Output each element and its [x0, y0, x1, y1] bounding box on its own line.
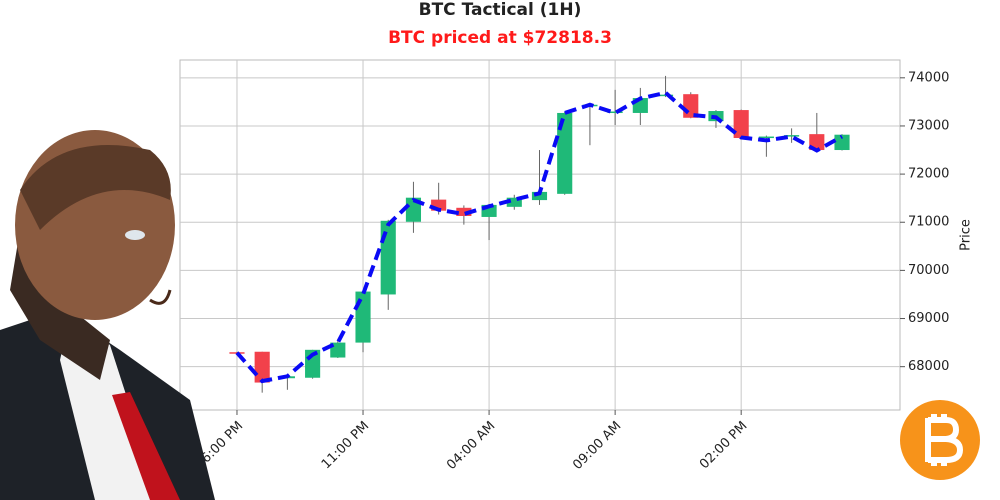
y-tick-label: 74000	[908, 70, 949, 85]
candle-body	[758, 136, 774, 139]
person-illustration	[0, 130, 215, 500]
x-tick-label: 02:00 PM	[697, 419, 750, 472]
y-tick-label: 70000	[908, 263, 949, 278]
candle-body	[809, 134, 825, 151]
y-axis-label: Price	[959, 219, 974, 251]
candle-body	[531, 191, 548, 201]
candle-body	[557, 112, 573, 194]
bitcoin-logo	[900, 400, 980, 480]
candle-body	[733, 110, 749, 138]
candle-body	[657, 94, 674, 97]
candle-body	[506, 197, 522, 207]
candle-body	[431, 199, 447, 211]
x-tick-label: 09:00 AM	[570, 419, 624, 473]
candle-body	[355, 291, 371, 343]
candle-body	[405, 197, 422, 222]
x-tick-label: 04:00 AM	[444, 419, 498, 473]
candle-body	[834, 134, 850, 151]
candle-body	[784, 135, 800, 137]
y-tick-label: 68000	[908, 359, 949, 374]
y-tick-label: 69000	[908, 311, 949, 326]
candle-body	[607, 111, 623, 114]
candle-body	[380, 220, 396, 295]
y-tick-label: 71000	[908, 215, 949, 230]
y-tick-label: 72000	[908, 167, 949, 182]
x-tick-label: 11:00 PM	[319, 419, 372, 472]
chart-subtitle: BTC priced at $72818.3	[388, 28, 612, 48]
candle-body	[254, 351, 270, 383]
y-tick-label: 73000	[908, 118, 949, 133]
chart-title: BTC Tactical (1H)	[419, 0, 582, 20]
candle-body	[456, 207, 472, 216]
moving-average-line	[235, 90, 843, 384]
plot-area	[179, 59, 901, 411]
